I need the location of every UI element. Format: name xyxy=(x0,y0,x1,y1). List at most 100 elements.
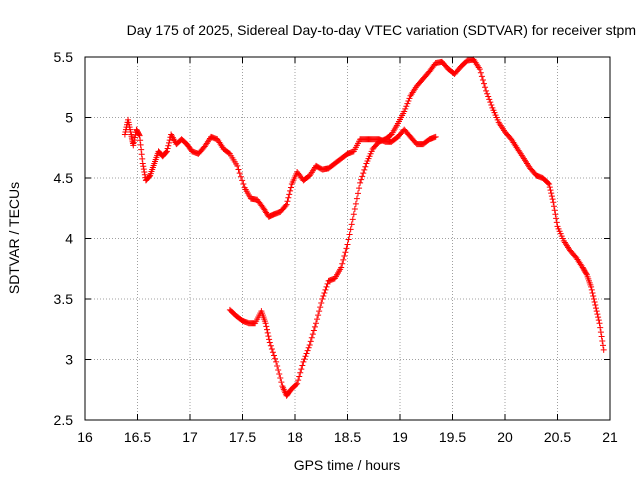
data-point xyxy=(166,139,172,146)
x-tick-label: 21 xyxy=(602,429,618,445)
data-point xyxy=(590,296,597,302)
data-point xyxy=(140,163,147,170)
data-point xyxy=(406,95,413,102)
data-point xyxy=(342,249,349,256)
data-point xyxy=(595,317,602,324)
data-point xyxy=(549,196,556,203)
x-tick-label: 18.5 xyxy=(334,429,361,445)
x-axis-label: GPS time / hours xyxy=(294,457,401,473)
data-point xyxy=(138,151,145,158)
data-point xyxy=(266,339,273,346)
data-point xyxy=(138,146,145,153)
data-point xyxy=(548,190,555,197)
data-point xyxy=(339,260,346,267)
data-point xyxy=(264,329,271,336)
data-point xyxy=(163,149,170,156)
data-point xyxy=(307,338,314,345)
y-tick-label: 4.5 xyxy=(54,170,74,186)
axis-ticks xyxy=(84,56,611,421)
data-point xyxy=(594,311,601,318)
data-point xyxy=(402,105,409,112)
x-tick-label: 16 xyxy=(77,429,93,445)
data-point xyxy=(262,320,269,327)
data-point xyxy=(267,342,274,349)
data-point xyxy=(296,373,303,380)
data-point xyxy=(353,195,360,202)
data-point xyxy=(481,80,487,87)
data-series xyxy=(226,56,607,399)
x-tick-label: 17.5 xyxy=(229,429,256,445)
data-point xyxy=(487,99,494,106)
data-point xyxy=(282,202,289,209)
data-point xyxy=(274,362,281,369)
data-point xyxy=(350,211,357,218)
data-point xyxy=(340,256,347,263)
data-point xyxy=(286,191,293,198)
data-point xyxy=(358,176,365,183)
data-point xyxy=(137,137,144,144)
data-point xyxy=(546,184,553,191)
data-point xyxy=(483,87,490,94)
data-point xyxy=(273,358,280,365)
data-point xyxy=(139,155,146,162)
data-point xyxy=(313,320,319,327)
data-point xyxy=(295,377,302,384)
data-point xyxy=(595,314,602,321)
data-point xyxy=(268,346,275,353)
data-point xyxy=(306,341,313,348)
data-point xyxy=(308,334,315,341)
data-point xyxy=(352,200,359,207)
data-point xyxy=(344,241,351,248)
data-point xyxy=(553,219,560,226)
data-point xyxy=(592,302,599,309)
data-point xyxy=(141,171,148,178)
chart-title: Day 175 of 2025, Sidereal Day-to-day VTE… xyxy=(127,22,636,38)
data-point xyxy=(548,193,555,200)
data-point xyxy=(293,381,300,388)
data-point xyxy=(476,66,483,73)
data-point xyxy=(477,69,484,76)
data-point xyxy=(403,103,410,110)
data-point xyxy=(322,286,329,293)
data-point xyxy=(321,289,328,296)
data-point xyxy=(588,286,595,293)
data-point xyxy=(297,369,304,376)
data-point xyxy=(298,366,305,373)
data-point xyxy=(551,203,557,210)
data-point xyxy=(484,90,491,97)
data-point xyxy=(593,305,599,312)
y-tick-label: 5.5 xyxy=(54,49,74,65)
data-point xyxy=(598,333,605,340)
y-tick-label: 3 xyxy=(65,352,73,368)
data-point xyxy=(309,331,316,338)
data-point xyxy=(346,231,353,238)
data-point xyxy=(287,184,294,191)
x-tick-label: 17 xyxy=(182,429,198,445)
data-point xyxy=(317,304,324,311)
data-point xyxy=(272,355,279,362)
data-point xyxy=(139,160,146,167)
data-point xyxy=(269,349,276,356)
data-point xyxy=(345,236,352,243)
data-point xyxy=(239,177,246,184)
data-point xyxy=(163,148,170,155)
data-point xyxy=(361,166,368,173)
data-point xyxy=(240,181,247,188)
data-point xyxy=(276,371,283,378)
data-point xyxy=(550,199,557,206)
data-point xyxy=(311,323,318,330)
data-point xyxy=(141,168,148,175)
data-point xyxy=(237,173,244,180)
data-point xyxy=(140,166,147,173)
data-point xyxy=(304,347,311,354)
data-point xyxy=(275,366,282,373)
data-point xyxy=(401,108,408,115)
data-point xyxy=(485,93,492,100)
data-point xyxy=(166,137,173,144)
data-point xyxy=(324,280,331,287)
data-point xyxy=(404,100,411,107)
data-point xyxy=(597,329,604,336)
data-point xyxy=(478,73,485,80)
gridlines xyxy=(85,57,610,420)
data-point xyxy=(301,356,308,363)
